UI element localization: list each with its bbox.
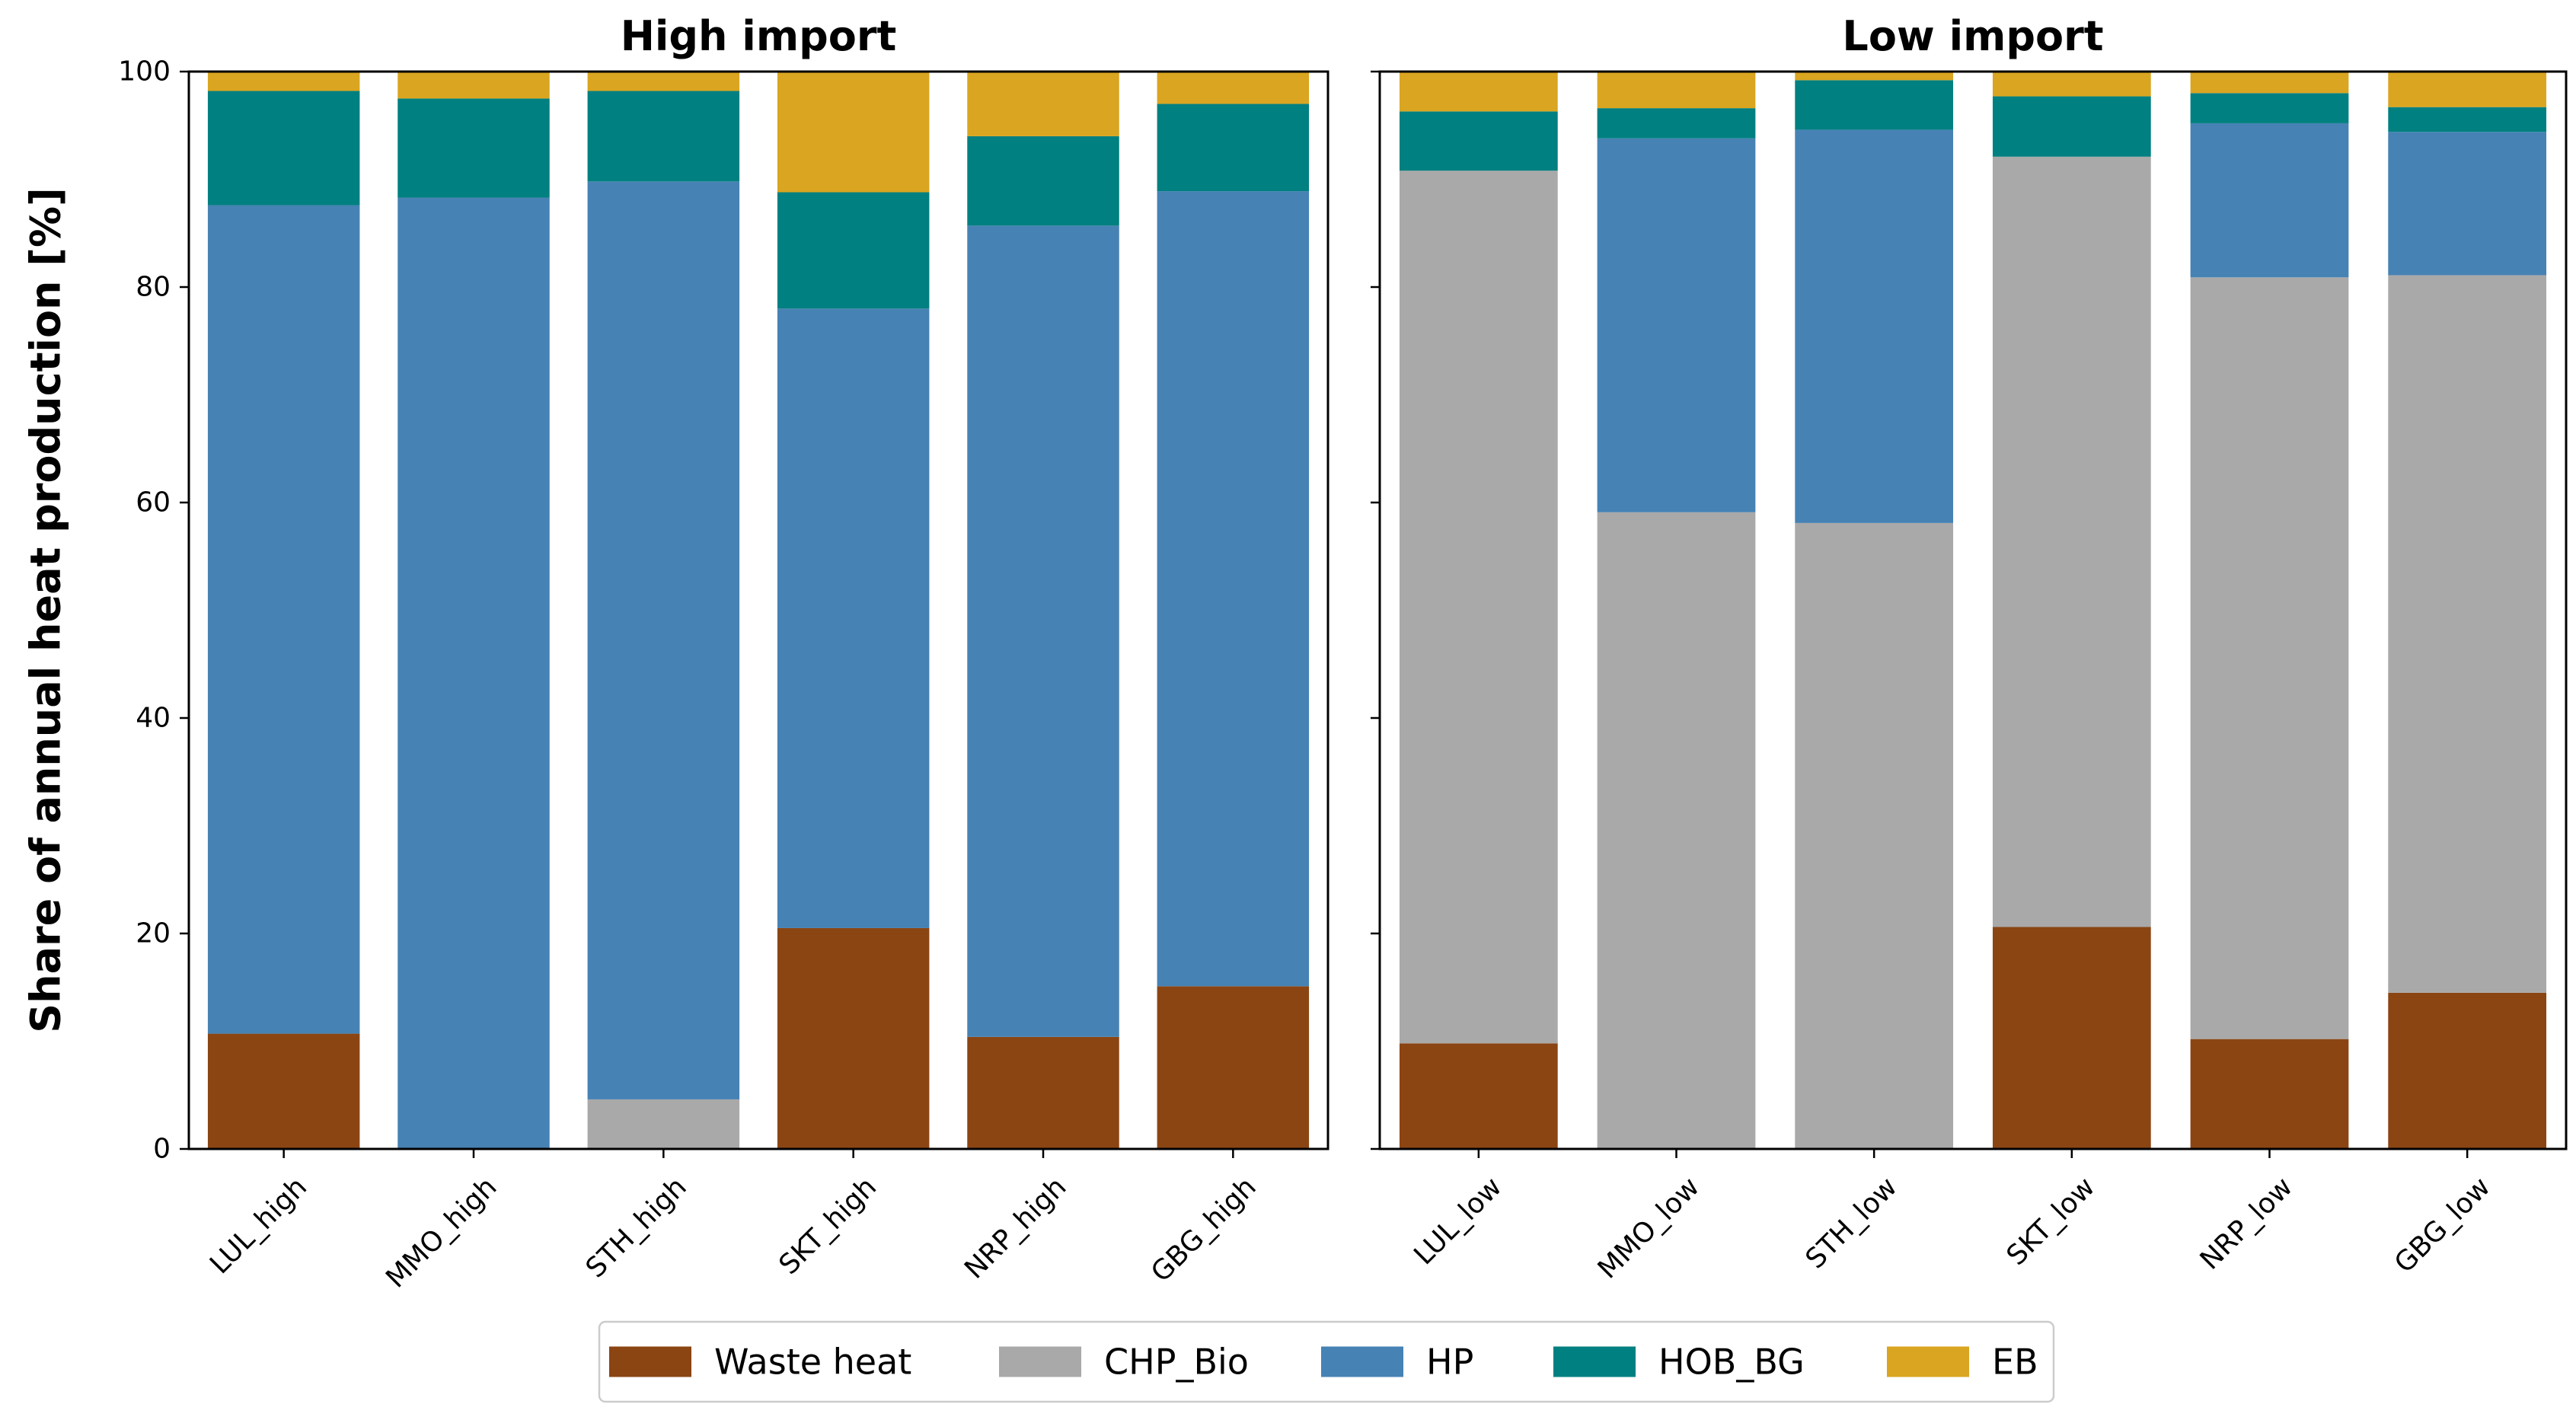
- bar-sth-high-eb: [587, 72, 740, 91]
- bar-skt-high-waste-heat: [777, 927, 930, 1149]
- bar-lul-low-chp-bio: [1399, 171, 1558, 1044]
- panel-1-title: High import: [621, 12, 897, 60]
- bar-nrp-low-eb: [2190, 72, 2349, 94]
- bar-gbg-high-hp: [1157, 191, 1310, 987]
- legend-label-hp: HP: [1426, 1342, 1473, 1383]
- bar-mmo-high-hp: [397, 197, 550, 1149]
- x-tick-label-nrp-low: NRP_low: [2195, 1171, 2299, 1275]
- bar-nrp-low-hp: [2190, 123, 2349, 278]
- y-tick-label-0: 0: [153, 1134, 171, 1165]
- bar-mmo-low-hob-bg: [1597, 108, 1756, 139]
- bar-mmo-low-chp-bio: [1597, 512, 1756, 1149]
- bar-lul-high-hp: [207, 205, 360, 1034]
- legend-label-chp-bio: CHP_Bio: [1104, 1342, 1249, 1383]
- x-tick-label-sth-low: STH_low: [1800, 1171, 1904, 1275]
- x-tick-label-mmo-low: MMO_low: [1592, 1171, 1706, 1284]
- panel-1-frame: [187, 70, 1329, 1150]
- x-tick-label-gbg-high: GBG_high: [1145, 1171, 1262, 1288]
- bar-gbg-low-hob-bg: [2388, 107, 2547, 132]
- x-tick-label-nrp-high: NRP_high: [959, 1171, 1072, 1284]
- bar-sth-low-hob-bg: [1795, 80, 1954, 130]
- bar-nrp-high-waste-heat: [967, 1036, 1119, 1149]
- legend-swatch-hp: [1321, 1346, 1403, 1377]
- legend-swatch-chp-bio: [999, 1346, 1081, 1377]
- bar-nrp-low-chp-bio: [2190, 277, 2349, 1039]
- y-axis-label: Share of annual heat production [%]: [22, 187, 70, 1032]
- legend-label-hob-bg: HOB_BG: [1658, 1342, 1805, 1383]
- bar-nrp-high-hob-bg: [967, 136, 1119, 226]
- bar-skt-low-waste-heat: [1992, 927, 2151, 1149]
- bar-skt-low-chp-bio: [1992, 156, 2151, 927]
- bar-skt-high-hob-bg: [777, 192, 930, 309]
- y-tick-label-60: 60: [136, 487, 171, 519]
- y-tick-label-100: 100: [118, 56, 171, 88]
- x-tick-label-skt-low: SKT_low: [2001, 1171, 2102, 1272]
- x-tick-label-lul-low: LUL_low: [1408, 1171, 1508, 1271]
- y-tick-label-20: 20: [136, 918, 171, 949]
- legend-label-waste-heat: Waste heat: [714, 1342, 911, 1383]
- bar-sth-high-chp-bio: [587, 1099, 740, 1149]
- y-tick-label-40: 40: [136, 703, 171, 734]
- bar-nrp-low-hob-bg: [2190, 93, 2349, 123]
- bar-lul-low-hob-bg: [1399, 111, 1558, 171]
- x-tick-label-mmo-high: MMO_high: [380, 1171, 503, 1294]
- bar-lul-high-waste-heat: [207, 1033, 360, 1149]
- bar-gbg-high-hob-bg: [1157, 104, 1310, 192]
- bar-gbg-high-waste-heat: [1157, 986, 1310, 1149]
- bar-nrp-high-eb: [967, 72, 1119, 136]
- bar-sth-high-hob-bg: [587, 91, 740, 182]
- bar-nrp-low-waste-heat: [2190, 1039, 2349, 1149]
- bar-gbg-low-chp-bio: [2388, 275, 2547, 993]
- bar-mmo-low-hp: [1597, 138, 1756, 512]
- x-tick-label-gbg-low: GBG_low: [2389, 1171, 2497, 1279]
- bar-gbg-high-eb: [1157, 72, 1310, 104]
- bar-gbg-low-hp: [2388, 132, 2547, 276]
- legend-label-eb: EB: [1992, 1342, 2038, 1383]
- x-tick-label-sth-high: STH_high: [580, 1171, 693, 1284]
- legend-swatch-waste-heat: [609, 1346, 691, 1377]
- bar-lul-high-hob-bg: [207, 91, 360, 206]
- bar-lul-high-eb: [207, 72, 360, 91]
- legend-swatch-hob-bg: [1553, 1346, 1636, 1377]
- x-tick-label-lul-high: LUL_high: [204, 1171, 313, 1280]
- bar-nrp-high-hp: [967, 225, 1119, 1037]
- bar-skt-high-eb: [777, 72, 930, 193]
- bar-gbg-low-waste-heat: [2388, 992, 2547, 1149]
- bar-sth-high-hp: [587, 181, 740, 1099]
- y-tick-label-80: 80: [136, 272, 171, 303]
- bar-mmo-high-hob-bg: [397, 98, 550, 198]
- bar-sth-low-hp: [1795, 129, 1954, 523]
- bar-skt-high-hp: [777, 308, 930, 928]
- x-tick-label-skt-high: SKT_high: [773, 1171, 883, 1281]
- bar-sth-low-chp-bio: [1795, 522, 1954, 1149]
- bar-mmo-high-eb: [397, 72, 550, 99]
- bar-lul-low-waste-heat: [1399, 1043, 1558, 1149]
- legend-swatch-eb: [1887, 1346, 1969, 1377]
- bar-skt-low-eb: [1992, 72, 2151, 97]
- bar-skt-low-hob-bg: [1992, 96, 2151, 157]
- panel-2-frame: [1378, 70, 2568, 1150]
- bar-gbg-low-eb: [2388, 72, 2547, 107]
- bar-sth-low-eb: [1795, 72, 1954, 81]
- bar-lul-low-eb: [1399, 72, 1558, 112]
- panel-2-title: Low import: [1842, 12, 2103, 60]
- bar-mmo-low-eb: [1597, 72, 1756, 109]
